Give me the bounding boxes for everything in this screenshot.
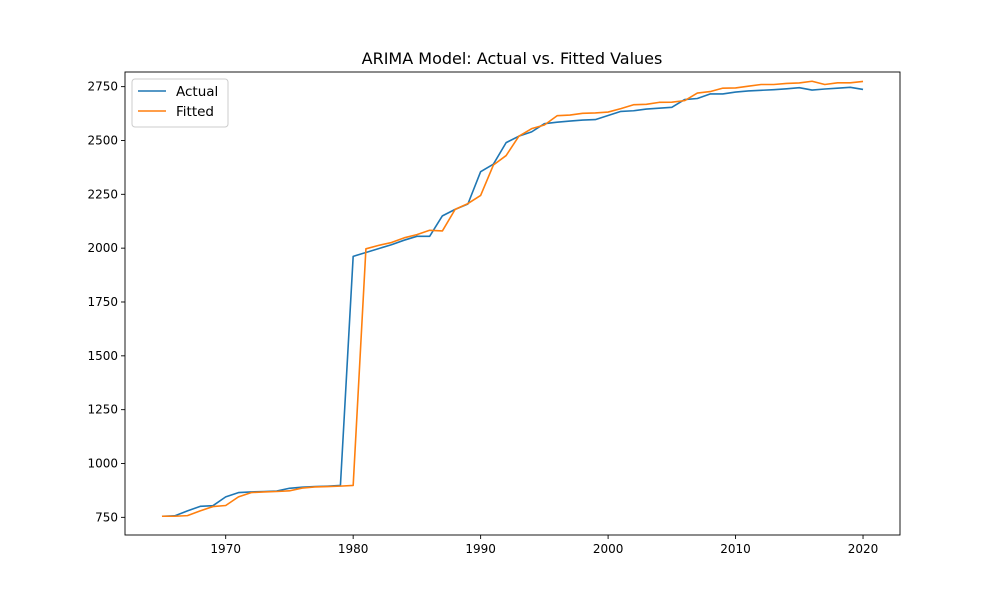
x-axis: 1970 1980 1990 2000 2010 2020 [210, 535, 878, 556]
x-tick-label: 1990 [465, 542, 496, 556]
x-tick-label: 2020 [848, 542, 879, 556]
x-tick-label: 1980 [338, 542, 369, 556]
y-tick-label: 1750 [87, 295, 118, 309]
y-tick-label: 750 [95, 510, 118, 524]
y-tick-label: 2250 [87, 187, 118, 201]
series-line-fitted [161, 80, 864, 518]
plot-area [124, 71, 901, 536]
legend: Actual Fitted [131, 78, 229, 128]
y-tick-label: 1500 [87, 349, 118, 363]
x-tick-label: 2010 [720, 542, 751, 556]
legend-label-fitted: Fitted [176, 104, 214, 120]
x-tick-label: 1970 [210, 542, 241, 556]
series-layer [161, 80, 864, 518]
chart-title: ARIMA Model: Actual vs. Fitted Values [362, 49, 663, 68]
x-tick-label: 2000 [593, 542, 624, 556]
y-tick-label: 2500 [87, 133, 118, 147]
y-tick-label: 1250 [87, 403, 118, 417]
series-line-actual [161, 86, 864, 518]
y-tick-label: 1000 [87, 457, 118, 471]
legend-label-actual: Actual [176, 84, 218, 100]
y-tick-label: 2750 [87, 80, 118, 94]
y-axis: 750 1000 1250 1500 1750 2000 2250 2500 2750 [87, 80, 125, 524]
y-tick-label: 2000 [87, 241, 118, 255]
